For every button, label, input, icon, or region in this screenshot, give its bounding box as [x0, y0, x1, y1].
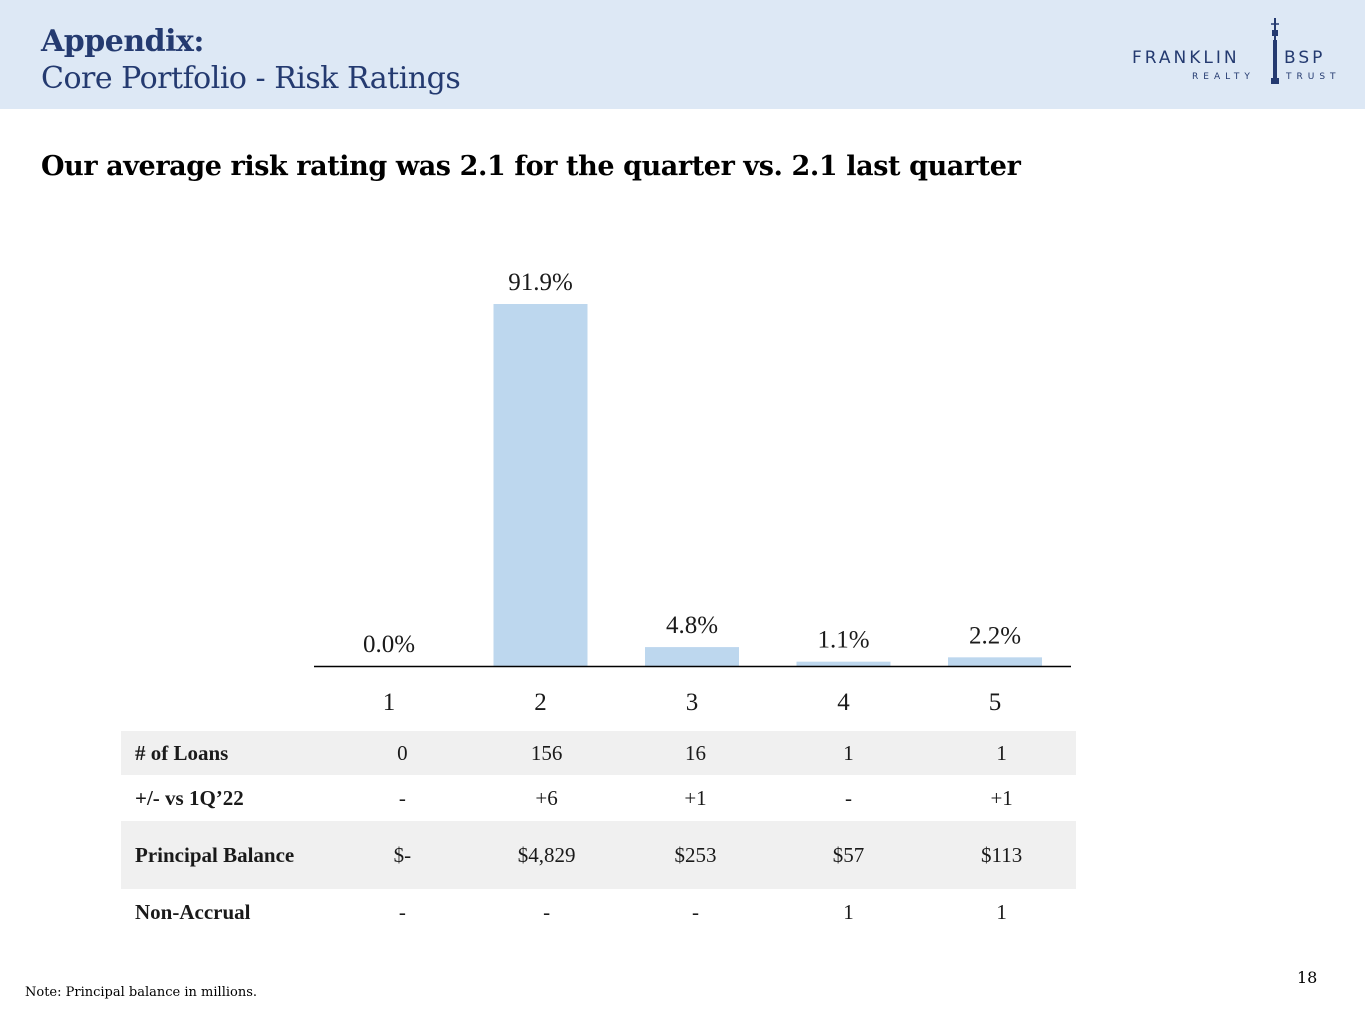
- bar-5: [948, 657, 1042, 666]
- logo-franklin-text: FRANKLIN: [1132, 48, 1240, 68]
- table-cell: $253: [621, 821, 770, 889]
- table-cell: $57: [769, 821, 928, 889]
- data-label-2: 91.9%: [508, 269, 573, 296]
- category-label-3: 3: [686, 689, 699, 716]
- risk-rating-table: # of Loans 0 156 16 1 1 +/- vs 1Q’22 - +…: [121, 731, 1076, 935]
- table-cell: 156: [472, 731, 622, 775]
- category-label-2: 2: [534, 689, 547, 716]
- table-row: Principal Balance $- $4,829 $253 $57 $11…: [121, 821, 1076, 889]
- data-label-5: 2.2%: [969, 622, 1021, 649]
- table-cell: 1: [843, 899, 854, 924]
- table-row: Non-Accrual - - - 1 1: [121, 889, 1076, 935]
- table-cell: +1: [684, 785, 707, 810]
- table-cell: -: [398, 785, 406, 810]
- table-cell: -: [398, 899, 406, 924]
- table-row: +/- vs 1Q’22 - +6 +1 - +1: [121, 775, 1076, 821]
- bar-4: [796, 661, 891, 666]
- row-label: +/- vs 1Q’22: [135, 785, 244, 810]
- table-cell: -: [543, 899, 551, 924]
- logo-trust-text: TRUST: [1286, 72, 1341, 82]
- category-label-4: 4: [837, 689, 850, 716]
- table-cell: -: [845, 785, 853, 810]
- page-title: Appendix:: [41, 24, 204, 59]
- table-cell: $113: [927, 821, 1076, 889]
- row-label: # of Loans: [121, 731, 333, 775]
- data-label-3: 4.8%: [666, 612, 718, 639]
- page-subtitle: Core Portfolio - Risk Ratings: [41, 61, 461, 96]
- table-cell: 1: [927, 731, 1076, 775]
- table-cell: 1: [996, 899, 1007, 924]
- risk-rating-bar-chart: 0.0% 1 91.9% 2 4.8% 3 1.1% 4 2.2% 5: [314, 269, 1071, 716]
- category-label-5: 5: [989, 689, 1002, 716]
- header-band: [0, 0, 1365, 109]
- bar-3: [645, 647, 739, 666]
- page-number: 18: [1297, 968, 1318, 987]
- row-label: Non-Accrual: [135, 899, 251, 924]
- table-cell: 1: [769, 731, 928, 775]
- data-label-1: 0.0%: [363, 631, 415, 658]
- table-cell: $-: [332, 821, 473, 889]
- table-cell: 0: [332, 731, 473, 775]
- row-label: Principal Balance: [121, 821, 333, 889]
- table-cell: -: [691, 899, 699, 924]
- data-label-4: 1.1%: [817, 627, 869, 654]
- table-cell: $4,829: [472, 821, 622, 889]
- table-row: # of Loans 0 156 16 1 1: [121, 731, 1076, 775]
- tower-icon: [1271, 18, 1279, 84]
- table-cell: +1: [990, 785, 1013, 810]
- category-label-1: 1: [383, 689, 396, 716]
- bar-2: [493, 304, 588, 666]
- headline: Our average risk rating was 2.1 for the …: [41, 151, 1021, 182]
- table-cell: 16: [621, 731, 770, 775]
- footnote: Note: Principal balance in millions.: [25, 985, 258, 1000]
- logo-realty-text: REALTY: [1192, 72, 1255, 82]
- franklin-bsp-logo: FRANKLIN BSP REALTY TRUST: [1128, 18, 1350, 88]
- table-cell: +6: [535, 785, 558, 810]
- logo-bsp-text: BSP: [1284, 48, 1326, 68]
